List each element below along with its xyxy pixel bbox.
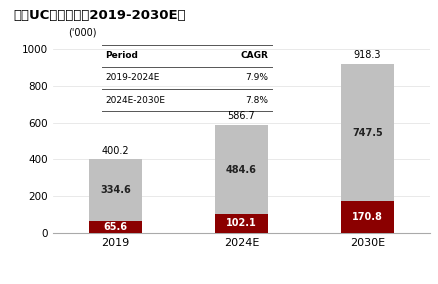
Legend: Mild UC, Moderate to Severe UC: Mild UC, Moderate to Severe UC [120, 281, 324, 284]
Text: 400.2: 400.2 [102, 146, 129, 156]
Text: 2024E-2030E: 2024E-2030E [105, 96, 165, 105]
Bar [340, 64, 393, 201]
Text: 7.8%: 7.8% [244, 96, 267, 105]
Text: CAGR: CAGR [240, 51, 267, 60]
Text: ('000): ('000) [67, 28, 96, 38]
Text: 334.6: 334.6 [100, 185, 131, 195]
Text: 中国UC患者人数（2019-2030E）: 中国UC患者人数（2019-2030E） [13, 9, 185, 22]
Bar [215, 214, 267, 233]
Text: 7.9%: 7.9% [244, 73, 267, 82]
Text: 102.1: 102.1 [226, 218, 256, 229]
Text: 484.6: 484.6 [226, 164, 256, 175]
Bar [340, 201, 393, 233]
Text: 65.6: 65.6 [103, 222, 127, 232]
Text: 918.3: 918.3 [353, 50, 380, 60]
Bar [89, 221, 142, 233]
Text: Period: Period [105, 51, 138, 60]
Text: 586.7: 586.7 [227, 111, 255, 121]
Bar [89, 159, 142, 221]
Text: 170.8: 170.8 [351, 212, 382, 222]
Text: 2019-2024E: 2019-2024E [105, 73, 159, 82]
Bar [215, 125, 267, 214]
Text: 747.5: 747.5 [351, 128, 382, 138]
